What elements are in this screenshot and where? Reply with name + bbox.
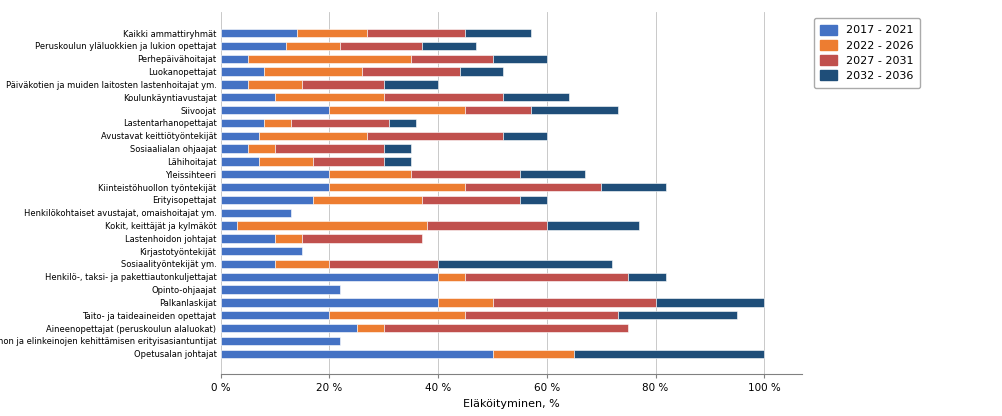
Bar [220, 324, 357, 332]
Bar [220, 234, 275, 243]
Bar [438, 272, 465, 281]
Bar [247, 144, 275, 153]
Bar [465, 183, 600, 191]
Bar [329, 311, 465, 319]
Bar [503, 131, 546, 140]
Bar [628, 272, 665, 281]
Bar [357, 324, 384, 332]
Bar [384, 80, 438, 89]
Bar [220, 272, 438, 281]
Bar [259, 157, 313, 166]
Bar [519, 170, 584, 178]
Bar [367, 29, 465, 37]
Bar [220, 67, 264, 76]
Bar [220, 93, 275, 102]
Bar [220, 183, 329, 191]
Bar [220, 208, 291, 217]
Bar [411, 170, 519, 178]
Bar [384, 93, 503, 102]
Bar [384, 157, 411, 166]
Bar [492, 54, 546, 63]
Bar [220, 131, 259, 140]
Bar [427, 221, 546, 230]
Bar [313, 157, 384, 166]
Bar [220, 221, 236, 230]
Bar [264, 119, 291, 127]
Bar [220, 260, 275, 268]
Bar [617, 311, 736, 319]
Bar [465, 272, 628, 281]
Bar [465, 29, 530, 37]
Bar [422, 196, 519, 204]
Bar [220, 157, 259, 166]
Bar [600, 183, 665, 191]
Bar [362, 67, 460, 76]
Bar [275, 144, 384, 153]
Bar [302, 80, 384, 89]
Bar [340, 42, 422, 50]
X-axis label: Eläköityminen, %: Eläköityminen, % [463, 399, 559, 409]
Bar [460, 67, 503, 76]
Bar [389, 119, 416, 127]
Bar [297, 29, 367, 37]
Bar [220, 54, 247, 63]
Bar [291, 119, 389, 127]
Bar [220, 170, 329, 178]
Bar [573, 349, 764, 358]
Bar [422, 42, 476, 50]
Bar [220, 311, 329, 319]
Bar [411, 54, 492, 63]
Bar [384, 144, 411, 153]
Bar [465, 106, 530, 114]
Bar [220, 119, 264, 127]
Bar [247, 80, 302, 89]
Legend: 2017 - 2021, 2022 - 2026, 2027 - 2031, 2032 - 2036: 2017 - 2021, 2022 - 2026, 2027 - 2031, 2… [813, 18, 920, 88]
Bar [329, 106, 465, 114]
Bar [275, 234, 302, 243]
Bar [519, 196, 546, 204]
Bar [367, 131, 503, 140]
Bar [329, 260, 438, 268]
Bar [264, 67, 362, 76]
Bar [492, 298, 655, 307]
Bar [329, 170, 411, 178]
Bar [465, 311, 617, 319]
Bar [247, 54, 411, 63]
Bar [220, 106, 329, 114]
Bar [220, 247, 302, 255]
Bar [220, 29, 297, 37]
Bar [220, 80, 247, 89]
Bar [220, 337, 340, 345]
Bar [275, 260, 329, 268]
Bar [286, 42, 340, 50]
Bar [220, 298, 438, 307]
Bar [259, 131, 367, 140]
Bar [438, 260, 611, 268]
Bar [546, 221, 638, 230]
Bar [302, 234, 422, 243]
Bar [220, 196, 313, 204]
Bar [275, 93, 384, 102]
Bar [236, 221, 427, 230]
Bar [384, 324, 628, 332]
Bar [492, 349, 573, 358]
Bar [313, 196, 422, 204]
Bar [655, 298, 764, 307]
Bar [220, 144, 247, 153]
Bar [530, 106, 617, 114]
Bar [438, 298, 492, 307]
Bar [503, 93, 568, 102]
Bar [329, 183, 465, 191]
Bar [220, 42, 286, 50]
Bar [220, 285, 340, 294]
Bar [220, 349, 492, 358]
